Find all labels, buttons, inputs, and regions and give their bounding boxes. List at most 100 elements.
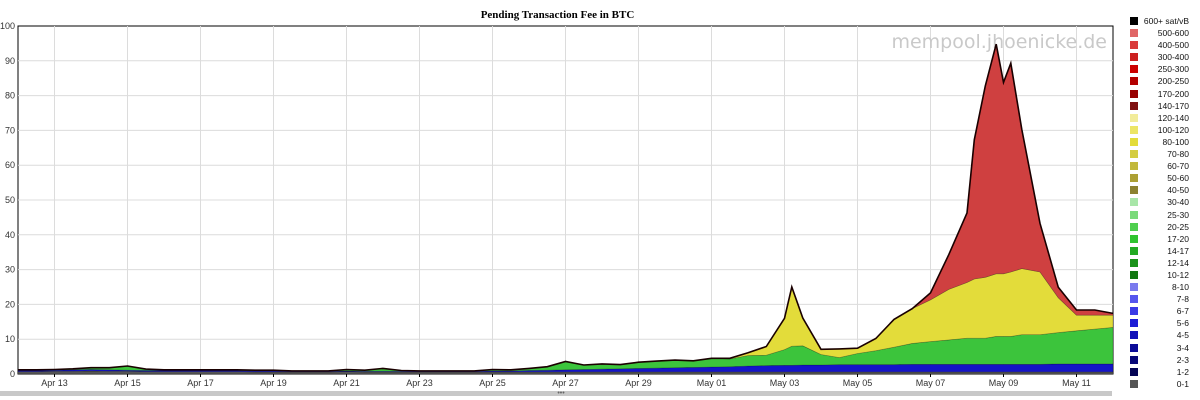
- legend-item[interactable]: 4-5: [1128, 329, 1200, 341]
- legend-item[interactable]: 60-70: [1128, 160, 1200, 172]
- legend-label: 40-50: [1167, 185, 1189, 196]
- legend-item[interactable]: 10-12: [1128, 269, 1200, 281]
- legend-item[interactable]: 600+ sat/vB: [1128, 15, 1200, 27]
- legend-label: 25-30: [1167, 209, 1189, 220]
- legend-item[interactable]: 30-40: [1128, 196, 1200, 208]
- legend-swatch: [1130, 234, 1138, 243]
- legend-label: 200-250: [1157, 76, 1189, 87]
- legend-item[interactable]: 170-200: [1128, 88, 1200, 100]
- legend-swatch: [1130, 137, 1138, 146]
- legend-swatch: [1130, 210, 1138, 219]
- legend-item[interactable]: 120-140: [1128, 112, 1200, 124]
- x-tick-label: Apr 27: [552, 378, 579, 388]
- x-tick-label: Apr 13: [41, 378, 68, 388]
- legend-item[interactable]: 5-6: [1128, 317, 1200, 329]
- legend-item[interactable]: 250-300: [1128, 63, 1200, 75]
- legend-swatch: [1130, 355, 1138, 364]
- legend-label: 100-120: [1157, 124, 1189, 135]
- x-tick-label: May 09: [989, 378, 1019, 388]
- legend: 600+ sat/vB 500-600 400-500 300-400 250-300 2…: [1128, 15, 1200, 390]
- legend-swatch: [1130, 113, 1138, 122]
- legend-item[interactable]: 17-20: [1128, 233, 1200, 245]
- x-tick-label: Apr 19: [260, 378, 287, 388]
- legend-item[interactable]: 140-170: [1128, 100, 1200, 112]
- legend-item[interactable]: 25-30: [1128, 209, 1200, 221]
- y-tick-label: 90: [5, 56, 15, 66]
- legend-swatch: [1130, 331, 1138, 340]
- y-tick-label: 70: [5, 125, 15, 135]
- legend-label: 20-25: [1167, 221, 1189, 232]
- legend-item[interactable]: 8-10: [1128, 281, 1200, 293]
- legend-swatch: [1130, 77, 1138, 86]
- legend-label: 10-12: [1167, 269, 1189, 280]
- legend-swatch: [1130, 307, 1138, 316]
- scrollbar-grip-icon[interactable]: •••: [557, 390, 565, 397]
- legend-item[interactable]: 7-8: [1128, 293, 1200, 305]
- y-tick-label: 0: [10, 369, 15, 379]
- legend-label: 140-170: [1157, 100, 1189, 111]
- legend-label: 3-4: [1176, 342, 1189, 353]
- legend-item[interactable]: 500-600: [1128, 27, 1200, 39]
- legend-label: 17-20: [1167, 233, 1189, 244]
- legend-item[interactable]: 80-100: [1128, 136, 1200, 148]
- legend-label: 8-10: [1171, 282, 1189, 293]
- legend-item[interactable]: 50-60: [1128, 172, 1200, 184]
- legend-label: 14-17: [1167, 245, 1189, 256]
- watermark: mempool.jhoenicke.de: [891, 31, 1107, 53]
- x-tick-label: May 11: [1062, 378, 1091, 388]
- y-tick-label: 50: [5, 195, 15, 205]
- legend-label: 0-1: [1176, 378, 1189, 389]
- legend-swatch: [1130, 150, 1138, 159]
- legend-swatch: [1130, 53, 1138, 62]
- legend-item[interactable]: 3-4: [1128, 342, 1200, 354]
- legend-swatch: [1130, 319, 1138, 328]
- x-tick-label: Apr 21: [333, 378, 360, 388]
- legend-item[interactable]: 20-25: [1128, 221, 1200, 233]
- legend-label: 400-500: [1157, 40, 1189, 51]
- legend-label: 12-14: [1167, 257, 1189, 268]
- x-tick-label: Apr 17: [187, 378, 214, 388]
- legend-swatch: [1130, 367, 1138, 376]
- legend-swatch: [1130, 162, 1138, 171]
- legend-swatch: [1130, 17, 1138, 25]
- legend-label: 50-60: [1167, 173, 1189, 184]
- y-tick-label: 20: [5, 299, 15, 309]
- y-tick-label: 30: [5, 265, 15, 275]
- legend-item[interactable]: 200-250: [1128, 75, 1200, 87]
- legend-swatch: [1130, 270, 1138, 279]
- y-tick-label: 60: [5, 160, 15, 170]
- legend-swatch: [1130, 258, 1138, 267]
- legend-swatch: [1130, 65, 1138, 74]
- y-tick-label: 80: [5, 91, 15, 101]
- legend-item[interactable]: 100-120: [1128, 124, 1200, 136]
- legend-item[interactable]: 40-50: [1128, 184, 1200, 196]
- legend-item[interactable]: 12-14: [1128, 257, 1200, 269]
- y-tick-label: 100: [0, 21, 15, 31]
- legend-label: 7-8: [1176, 294, 1189, 305]
- legend-swatch: [1130, 41, 1138, 50]
- legend-item[interactable]: 400-500: [1128, 39, 1200, 51]
- legend-item[interactable]: 70-80: [1128, 148, 1200, 160]
- x-tick-label: Apr 23: [406, 378, 433, 388]
- x-tick-label: May 05: [843, 378, 873, 388]
- horizontal-scrollbar[interactable]: [0, 391, 1112, 396]
- legend-label: 600+ sat/vB: [1143, 16, 1189, 26]
- legend-item[interactable]: 0-1: [1128, 378, 1200, 390]
- x-tick-label: May 03: [770, 378, 800, 388]
- legend-swatch: [1130, 186, 1138, 195]
- legend-label: 60-70: [1167, 161, 1189, 172]
- legend-label: 1-2: [1176, 366, 1189, 377]
- legend-item[interactable]: 2-3: [1128, 354, 1200, 366]
- legend-swatch: [1130, 101, 1138, 110]
- x-tick-label: Apr 29: [625, 378, 652, 388]
- legend-label: 300-400: [1157, 52, 1189, 63]
- legend-item[interactable]: 1-2: [1128, 366, 1200, 378]
- total-outline: [18, 43, 1114, 372]
- chart-title: Pending Transaction Fee in BTC: [480, 9, 635, 21]
- legend-item[interactable]: 14-17: [1128, 245, 1200, 257]
- legend-swatch: [1130, 29, 1138, 38]
- legend-item[interactable]: 300-400: [1128, 51, 1200, 63]
- legend-item[interactable]: 6-7: [1128, 305, 1200, 317]
- legend-swatch: [1130, 283, 1138, 292]
- legend-label: 6-7: [1176, 306, 1189, 317]
